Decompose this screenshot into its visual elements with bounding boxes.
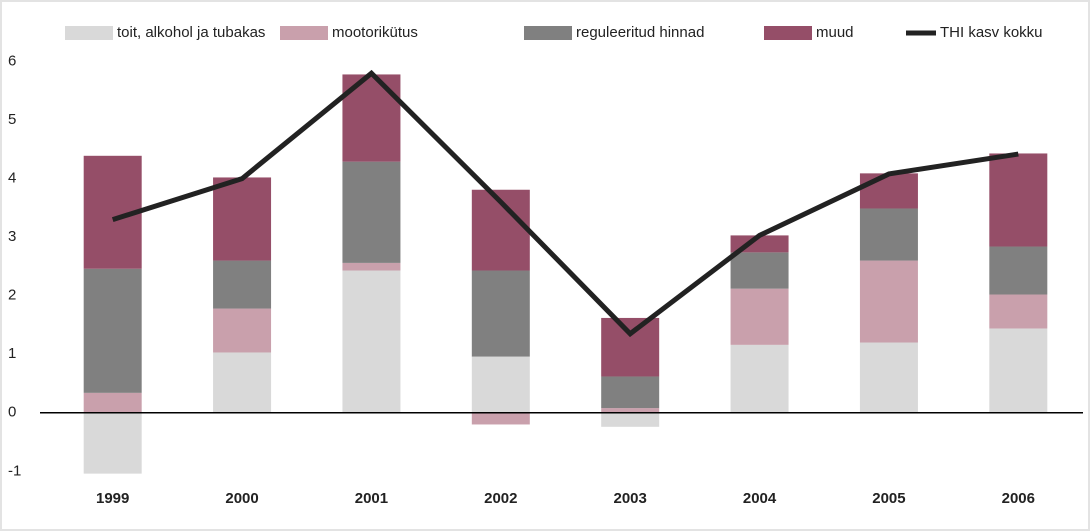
bar-segment: [213, 352, 272, 413]
bar-segment: [989, 246, 1048, 295]
legend-swatch: [764, 26, 812, 40]
bar-segment: [471, 412, 530, 425]
bar-segment: [213, 260, 272, 309]
legend-swatch: [65, 26, 113, 40]
legend-swatch: [280, 26, 328, 40]
bar-segment: [989, 153, 1048, 247]
bar-segment: [213, 308, 272, 353]
legend-label: toit, alkohol ja tubakas: [117, 24, 265, 41]
bar-segment: [213, 177, 272, 261]
bar-segment: [730, 252, 789, 289]
bar-segment: [859, 208, 918, 261]
legend-label: muud: [816, 24, 854, 41]
bar-segment: [83, 392, 142, 413]
y-tick-label: 3: [8, 228, 16, 245]
line-series: [111, 69, 1019, 338]
bar-segment: [730, 344, 789, 413]
bar-segment: [83, 268, 142, 393]
x-tick-label: 2003: [614, 490, 647, 507]
bar-segment: [471, 356, 530, 413]
bar-segment: [989, 294, 1048, 329]
x-tick-label: 2004: [743, 490, 777, 507]
bar-segment: [471, 270, 530, 357]
bar-segment: [859, 342, 918, 413]
bar-segment: [601, 317, 660, 377]
y-tick-label: 1: [8, 345, 16, 362]
x-tick-label: 2000: [225, 490, 258, 507]
bar-segment: [342, 270, 401, 413]
bar-segment: [859, 173, 918, 209]
legend-swatch: [524, 26, 572, 40]
x-tick-label: 2005: [872, 490, 905, 507]
legend-label: THI kasv kokku: [940, 24, 1043, 41]
y-tick-label: 4: [8, 170, 16, 187]
x-tick-label: 1999: [96, 490, 129, 507]
bar-segment: [601, 412, 660, 427]
x-tick-label: 2006: [1002, 490, 1035, 507]
bar-segment: [83, 412, 142, 474]
bar-segment: [730, 288, 789, 345]
bar-segment: [859, 260, 918, 343]
y-tick-label: 6: [8, 53, 16, 70]
bar-segment: [601, 376, 660, 409]
y-tick-label: 5: [8, 111, 16, 128]
x-tick-label: 2002: [484, 490, 517, 507]
y-tick-label: -1: [8, 462, 21, 479]
legend-label: reguleeritud hinnad: [576, 24, 704, 41]
y-tick-label: 0: [8, 404, 16, 421]
bar-segment: [342, 262, 401, 271]
legend-label: mootorikütus: [332, 24, 418, 41]
bar-segment: [989, 328, 1048, 413]
x-tick-label: 2001: [355, 490, 388, 507]
y-tick-label: 2: [8, 287, 16, 304]
bar-segment: [601, 408, 660, 413]
bar-segment: [342, 161, 401, 263]
